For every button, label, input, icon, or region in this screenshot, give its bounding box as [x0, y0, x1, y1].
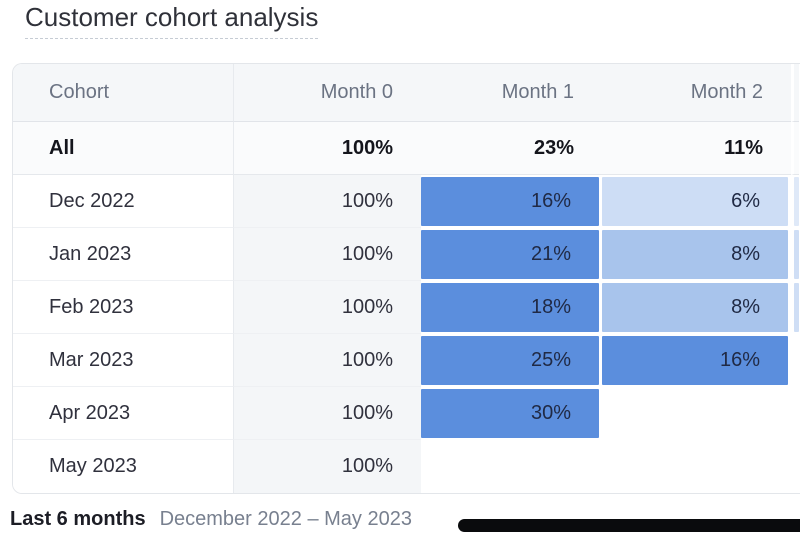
- cohort-label-feb-2023: Feb 2023: [13, 281, 233, 334]
- cell-apr-2023-month1: 30%: [421, 387, 602, 440]
- cell-feb-2023-month3-partial: [791, 281, 799, 334]
- cell-dec-2022-month1: 16%: [421, 175, 602, 228]
- cell-may-2023-month1: [421, 440, 602, 493]
- cell-jan-2023-month2: 8%: [602, 228, 791, 281]
- column-header-month-0: Month 0: [233, 64, 421, 122]
- summary-month1-value: 23%: [421, 122, 602, 175]
- cell-apr-2023-month3-partial: [791, 387, 799, 440]
- page-title: Customer cohort analysis: [25, 1, 319, 39]
- date-range: Last 6 months December 2022 – May 2023: [10, 505, 412, 533]
- cell-may-2023-month3-partial: [791, 440, 799, 493]
- column-header-cohort: Cohort: [13, 64, 233, 122]
- cell-jan-2023-month3-partial: [791, 228, 799, 281]
- column-header-month-1: Month 1: [421, 64, 602, 122]
- cell-dec-2022-month3-partial: [791, 175, 799, 228]
- summary-month0-value: 100%: [233, 122, 421, 175]
- cell-dec-2022-month2: 6%: [602, 175, 791, 228]
- cell-mar-2023-month2: 16%: [602, 334, 791, 387]
- cell-mar-2023-month1: 25%: [421, 334, 602, 387]
- cell-mar-2023-month3-partial: [791, 334, 799, 387]
- date-range-detail: December 2022 – May 2023: [159, 508, 412, 530]
- cell-apr-2023-month2: [602, 387, 791, 440]
- summary-month3-partial-cell: [791, 122, 799, 175]
- column-header-month-2: Month 2: [602, 64, 791, 122]
- cell-apr-2023-month0: 100%: [233, 387, 421, 440]
- cell-feb-2023-month0: 100%: [233, 281, 421, 334]
- column-header-month-3-partial: [791, 64, 799, 122]
- cell-feb-2023-month2: 8%: [602, 281, 791, 334]
- cell-mar-2023-month0: 100%: [233, 334, 421, 387]
- cohort-label-may-2023: May 2023: [13, 440, 233, 493]
- cell-jan-2023-month1: 21%: [421, 228, 602, 281]
- cohort-label-apr-2023: Apr 2023: [13, 387, 233, 440]
- cell-feb-2023-month1: 18%: [421, 281, 602, 334]
- cohort-label-dec-2022: Dec 2022: [13, 175, 233, 228]
- date-range-label: Last 6 months: [10, 508, 146, 530]
- cohort-label-jan-2023: Jan 2023: [13, 228, 233, 281]
- cell-may-2023-month2: [602, 440, 791, 493]
- summary-month2-value: 11%: [602, 122, 791, 175]
- cell-jan-2023-month0: 100%: [233, 228, 421, 281]
- horizontal-scrollbar-thumb[interactable]: [458, 519, 800, 532]
- cell-dec-2022-month0: 100%: [233, 175, 421, 228]
- cohort-label-mar-2023: Mar 2023: [13, 334, 233, 387]
- cell-may-2023-month0: 100%: [233, 440, 421, 493]
- cohort-table: Cohort Month 0 Month 1 Month 2 All 100% …: [12, 63, 800, 494]
- summary-row-label: All: [13, 122, 233, 175]
